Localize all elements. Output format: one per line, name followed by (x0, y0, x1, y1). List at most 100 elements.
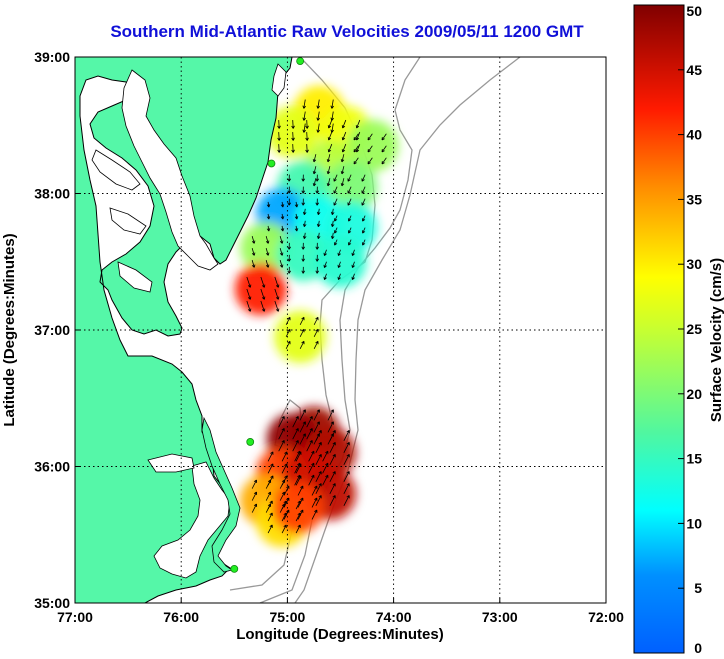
current-vector (326, 178, 331, 187)
current-vector (367, 133, 373, 141)
current-vector (347, 215, 352, 222)
y-tick-label: 37:00 (34, 322, 70, 338)
current-vector (287, 254, 292, 262)
current-vector (333, 198, 338, 206)
current-vector (251, 503, 258, 513)
current-vector (287, 186, 292, 194)
current-vector (315, 483, 322, 494)
current-vector (299, 316, 305, 326)
outer-banks (201, 416, 241, 573)
current-vector (302, 111, 306, 121)
current-vector (265, 479, 272, 489)
current-vector (285, 340, 291, 350)
current-vector (367, 157, 373, 165)
current-vector (313, 340, 319, 350)
current-vector (291, 132, 295, 141)
current-vector (381, 157, 387, 165)
current-vector (381, 145, 387, 153)
current-vector (361, 186, 366, 194)
current-vector (351, 249, 355, 257)
bay-branch-3 (117, 261, 153, 293)
current-vector (299, 328, 305, 338)
current-vector (294, 450, 301, 462)
current-vector (265, 247, 270, 256)
current-vector (299, 421, 306, 433)
current-vector (301, 174, 306, 182)
current-vector (305, 120, 309, 129)
current-vector (343, 483, 350, 494)
current-vector (302, 208, 307, 215)
current-vector (315, 174, 320, 182)
current-vector (285, 316, 291, 326)
current-vector (330, 232, 335, 239)
current-vector (299, 433, 306, 445)
current-vector (315, 429, 322, 442)
current-vector (265, 491, 272, 501)
y-tick-label: 38:00 (34, 186, 70, 202)
x-tick-label: 73:00 (482, 609, 518, 625)
colorbar-tick-label: 45 (686, 62, 702, 78)
current-vector (367, 145, 373, 153)
current-vector (330, 99, 334, 109)
current-vector (277, 132, 281, 141)
current-vector (361, 174, 366, 182)
current-vector (343, 453, 350, 466)
current-vector (361, 239, 366, 246)
current-vector (330, 220, 335, 227)
current-vector (251, 479, 258, 489)
current-vector (330, 208, 335, 215)
current-vector (291, 120, 295, 129)
current-vector (267, 451, 274, 462)
current-vector (333, 186, 338, 194)
current-vector (353, 133, 359, 141)
current-vector (333, 215, 338, 222)
x-tick-label: 77:00 (57, 609, 93, 625)
colorbar-tick-label: 10 (686, 515, 702, 531)
current-vector (280, 201, 285, 208)
current-vector (312, 154, 317, 163)
current-vector (266, 213, 271, 220)
y-axis-label: Latitude (Degrees:Minutes) (1, 233, 18, 426)
current-vector (315, 198, 320, 206)
current-vector (287, 266, 292, 274)
current-vector (277, 120, 281, 129)
current-vector (301, 198, 306, 206)
current-vector (341, 119, 347, 129)
colorbar-tick-label: 20 (686, 386, 702, 402)
current-vector (287, 242, 292, 250)
current-vector (274, 288, 280, 300)
current-vector (322, 474, 329, 486)
current-vector (341, 143, 347, 153)
current-vector (306, 428, 313, 440)
colorbar-tick-label: 0 (694, 640, 702, 656)
current-vector (283, 485, 290, 496)
current-vector (285, 328, 291, 338)
chesapeake-bay (121, 69, 219, 271)
current-vector (329, 471, 336, 482)
current-vector (327, 409, 334, 421)
current-vector (347, 186, 352, 194)
current-vector (330, 111, 334, 121)
current-vector (311, 509, 318, 520)
current-vector (308, 462, 315, 474)
current-vector (315, 186, 320, 194)
current-vector (299, 340, 305, 350)
current-vector (326, 166, 331, 175)
current-vector (327, 119, 333, 129)
bay-branch (91, 149, 141, 191)
current-vector (297, 497, 304, 508)
current-vector (251, 247, 256, 256)
current-vector (277, 144, 281, 153)
current-vector (322, 450, 329, 462)
x-tick-label: 74:00 (376, 609, 412, 625)
current-vector (301, 242, 306, 250)
radar-stations (230, 57, 305, 573)
current-vector (287, 174, 292, 182)
current-vector (347, 239, 352, 246)
current-vector (294, 213, 299, 220)
current-vector (305, 144, 309, 153)
colorbar-tick-label: 40 (686, 127, 702, 143)
current-vector (361, 215, 366, 222)
radar-station-3 (230, 564, 239, 573)
